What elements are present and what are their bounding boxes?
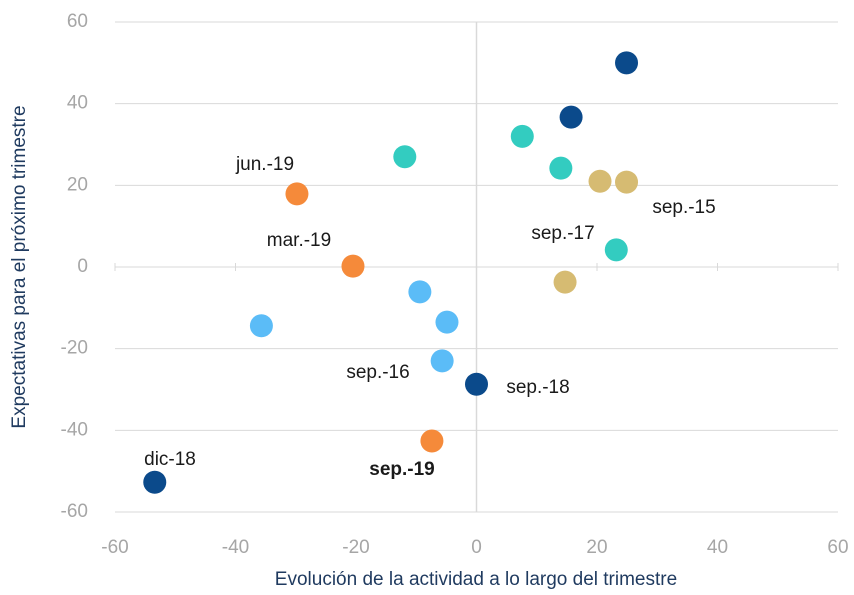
x-tick-label: 40 [707,537,728,558]
point [549,156,573,180]
point [285,182,309,206]
point [143,470,167,494]
point [465,372,488,396]
annotation: sep.-18 [506,377,569,398]
point [559,105,583,129]
point [615,51,639,75]
point [393,145,417,169]
point [615,170,639,194]
annotation: mar.-19 [267,230,331,251]
y-tick-label: 40 [67,93,88,114]
x-tick-label: -20 [342,537,369,558]
point [588,169,612,193]
y-axis-title: Expectativas para el próximo trimestre [9,105,30,428]
point [510,124,534,148]
point [435,310,459,334]
point [420,429,444,453]
point [430,349,454,373]
x-axis-title: Evolución de la actividad a lo largo del… [275,569,677,590]
annotation: jun.-19 [235,154,294,175]
annotation: sep.-17 [531,223,594,244]
x-tick-label: -60 [101,537,128,558]
y-tick-label: 60 [67,11,88,32]
y-tick-label: -60 [61,501,88,522]
annotation: dic-18 [144,449,196,470]
point [249,314,273,338]
point [604,238,628,262]
annotation: sep.-19 [369,459,434,480]
x-tick-label: -40 [222,537,249,558]
point [553,270,577,294]
y-tick-label: 20 [67,174,88,195]
annotation: sep.-15 [652,197,715,218]
x-tick-label: 0 [471,537,482,558]
point [341,254,365,278]
y-tick-label: -20 [61,338,88,359]
x-tick-label: 20 [586,537,607,558]
y-tick-label: 0 [77,256,88,277]
x-tick-label: 60 [827,537,848,558]
point [408,280,432,304]
y-tick-label: -40 [61,419,88,440]
annotation: sep.-16 [346,362,409,383]
